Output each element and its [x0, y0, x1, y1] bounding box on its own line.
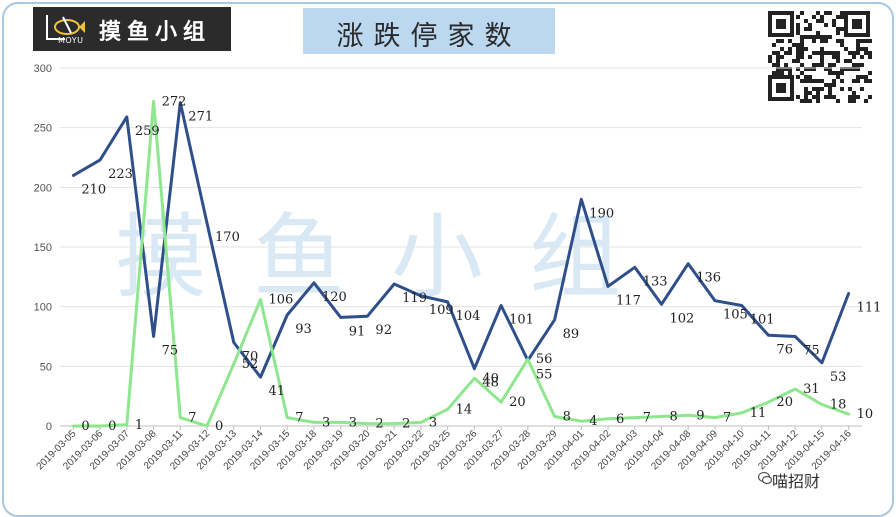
data-label: 109 — [429, 303, 454, 318]
data-label: 136 — [696, 271, 721, 286]
data-label: 117 — [616, 293, 641, 308]
data-label: 0 — [215, 419, 223, 434]
y-tick-label: 250 — [34, 123, 52, 135]
data-label: 4 — [589, 414, 597, 429]
data-label: 1 — [135, 418, 143, 433]
data-label: 2 — [375, 417, 383, 432]
data-label: 75 — [803, 344, 820, 359]
data-label: 31 — [803, 382, 820, 397]
data-label: 101 — [750, 312, 775, 327]
logo-text: 摸鱼小组 — [99, 20, 212, 45]
y-tick-label: 50 — [40, 361, 52, 373]
data-label: 20 — [509, 395, 526, 410]
qr-code-icon — [767, 11, 874, 103]
data-label: 91 — [349, 324, 366, 339]
data-label: 93 — [295, 322, 312, 337]
data-label: 102 — [670, 311, 695, 326]
data-label: 2 — [402, 417, 410, 432]
data-label: 101 — [509, 312, 534, 327]
data-label: 272 — [162, 94, 187, 109]
data-label: 104 — [456, 309, 481, 324]
data-label: 76 — [776, 342, 793, 357]
data-label: 259 — [135, 124, 160, 139]
data-label: 133 — [643, 274, 668, 289]
data-label: 105 — [723, 308, 748, 323]
y-tick-label: 150 — [34, 242, 52, 254]
data-label: 41 — [269, 384, 286, 399]
chart-title: 涨跌停家数 — [336, 21, 522, 52]
data-label: 8 — [563, 409, 571, 424]
data-label: 14 — [456, 402, 473, 417]
data-label: 119 — [402, 291, 427, 306]
data-label: 3 — [349, 415, 357, 430]
data-label: 89 — [563, 327, 580, 342]
data-label: 3 — [322, 415, 330, 430]
title-box: 涨跌停家数 — [303, 8, 555, 54]
wechat-icon — [758, 471, 772, 485]
data-label: 8 — [670, 409, 678, 424]
logo-subtitle: MOYU — [58, 36, 84, 45]
data-label: 18 — [830, 398, 847, 413]
data-label: 7 — [723, 411, 731, 426]
data-label: 210 — [81, 182, 106, 197]
data-label: 120 — [322, 290, 347, 305]
data-label: 48 — [482, 376, 499, 391]
data-label: 7 — [188, 411, 196, 426]
data-label: 70 — [242, 349, 259, 364]
data-label: 0 — [108, 419, 116, 434]
data-label: 75 — [162, 344, 179, 359]
data-label: 111 — [857, 301, 882, 316]
data-label: 7 — [295, 411, 303, 426]
data-label: 223 — [108, 167, 133, 182]
data-label: 6 — [616, 412, 624, 427]
y-tick-label: 200 — [34, 182, 52, 194]
data-label: 3 — [429, 415, 437, 430]
y-tick-label: 300 — [34, 63, 52, 75]
data-label: 0 — [81, 419, 89, 434]
data-label: 20 — [776, 395, 793, 410]
y-tick-label: 100 — [34, 302, 52, 314]
data-label: 271 — [188, 110, 213, 125]
data-label: 92 — [375, 323, 392, 338]
data-label: 7 — [643, 411, 651, 426]
series-line-2 — [71, 99, 851, 428]
data-label: 40 — [482, 371, 499, 386]
data-label: 170 — [215, 230, 240, 245]
data-label: 11 — [750, 406, 767, 421]
data-label: 53 — [830, 370, 847, 385]
data-label: 106 — [269, 293, 294, 308]
series-line-1 — [71, 101, 851, 379]
logo-banner: MOYU 摸鱼小组 — [33, 7, 231, 51]
data-label: 52 — [242, 357, 259, 372]
data-label: 190 — [589, 206, 614, 221]
y-tick-label: 0 — [46, 421, 52, 433]
watermark: 摸鱼小组 — [115, 204, 668, 311]
data-label: 55 — [536, 367, 553, 382]
data-label: 9 — [696, 408, 704, 423]
data-label: 10 — [857, 407, 874, 422]
author-credit: 喵招财 — [772, 472, 821, 491]
data-label: 56 — [536, 352, 553, 367]
fish-logo-icon — [46, 15, 85, 40]
